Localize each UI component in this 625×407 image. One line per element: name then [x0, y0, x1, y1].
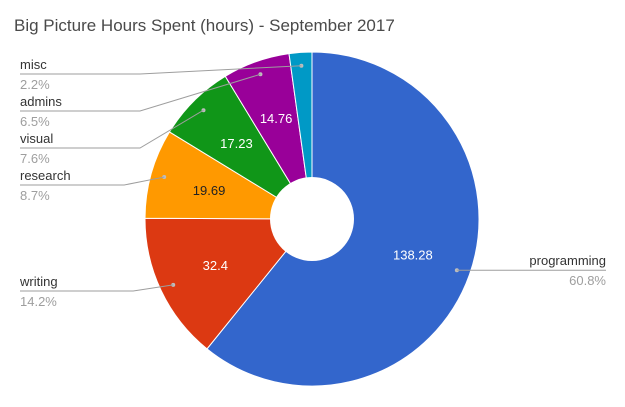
callout-percent-writing: 14.2% — [20, 294, 57, 309]
slice-research — [144, 131, 314, 220]
callout-name-writing: writing — [19, 274, 58, 289]
chart-title: Big Picture Hours Spent (hours) - Septem… — [14, 16, 395, 35]
value-label-admins: 14.76 — [260, 111, 293, 126]
leader-line-research — [20, 176, 165, 186]
value-label-research: 19.69 — [193, 183, 226, 198]
leader-line-misc — [20, 65, 302, 75]
leader-line-admins — [20, 73, 261, 112]
callout-percent-admins: 6.5% — [20, 114, 50, 129]
callout-labels: programming 60.8% writing 14.2% research 8.7%… — [19, 57, 606, 309]
donut-hole — [270, 177, 354, 261]
callout-percent-research: 8.7% — [20, 188, 50, 203]
leader-line-visual — [20, 109, 204, 149]
callout-name-visual: visual — [20, 131, 53, 146]
callout-percent-programming: 60.8% — [569, 273, 606, 288]
callout-name-misc: misc — [20, 57, 47, 72]
callout-percent-visual: 7.6% — [20, 151, 50, 166]
slice-writing — [144, 217, 314, 350]
slice-misc — [288, 51, 313, 220]
leader-line-writing — [20, 284, 174, 292]
value-labels: 138.28 32.4 19.69 17.23 14.76 — [193, 111, 433, 273]
value-label-writing: 32.4 — [203, 258, 228, 273]
callout-name-admins: admins — [20, 94, 62, 109]
value-label-programming: 138.28 — [393, 248, 433, 263]
callout-name-research: research — [20, 168, 71, 183]
value-label-visual: 17.23 — [220, 136, 253, 151]
callout-percent-misc: 2.2% — [20, 77, 50, 92]
callout-name-programming: programming — [529, 253, 606, 268]
